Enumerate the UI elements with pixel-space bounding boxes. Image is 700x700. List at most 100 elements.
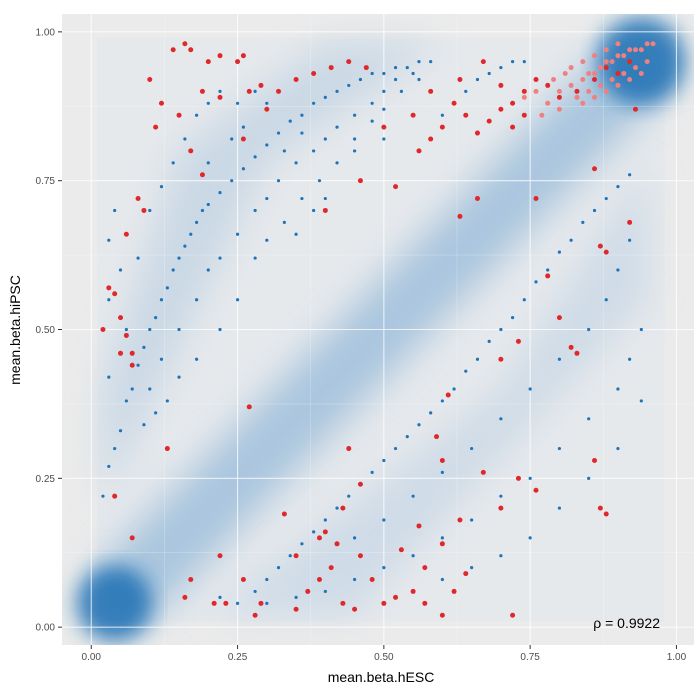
blue-point	[639, 399, 643, 403]
red-point	[422, 600, 428, 606]
blue-point	[300, 542, 304, 546]
blue-point	[587, 476, 591, 480]
blue-point	[312, 101, 316, 105]
data-points	[100, 41, 656, 618]
blue-point	[440, 577, 444, 582]
blue-point	[475, 77, 480, 82]
blue-point	[405, 65, 409, 70]
red-point	[533, 76, 539, 82]
blue-point	[218, 190, 222, 195]
red-point	[328, 565, 334, 571]
blue-point	[235, 232, 240, 236]
blue-point	[628, 238, 632, 242]
red-point	[258, 82, 264, 88]
blue-point	[230, 137, 234, 141]
blue-point	[616, 387, 620, 391]
blue-point	[411, 554, 415, 558]
blue-point	[177, 327, 181, 332]
blue-point	[382, 107, 386, 111]
red-point	[556, 94, 562, 100]
blue-point	[148, 387, 152, 391]
density-upper-band	[102, 43, 443, 509]
red-point	[515, 475, 521, 481]
red-point	[100, 327, 106, 332]
blue-point	[604, 298, 608, 302]
red-point	[498, 106, 504, 112]
blue-point	[440, 536, 444, 540]
pink-point	[556, 106, 562, 112]
blue-point	[323, 137, 327, 141]
blue-point	[124, 327, 128, 332]
blue-point	[464, 89, 468, 93]
blue-point	[183, 137, 187, 141]
blue-point	[352, 137, 357, 141]
red-point	[603, 249, 609, 255]
blue-point	[265, 196, 269, 201]
blue-point	[177, 256, 181, 260]
red-point	[311, 71, 317, 77]
pink-point	[556, 88, 562, 94]
pink-point	[627, 47, 633, 53]
pink-point	[562, 71, 568, 77]
blue-point	[159, 357, 164, 361]
blue-point	[165, 399, 169, 403]
red-point	[410, 112, 416, 118]
pink-point	[521, 94, 527, 100]
pink-point	[603, 47, 609, 53]
red-point	[106, 285, 112, 291]
blue-point	[628, 173, 632, 177]
blue-point	[534, 280, 538, 284]
red-point	[474, 196, 480, 202]
red-point	[135, 196, 141, 202]
red-point	[627, 219, 633, 225]
blue-point	[323, 518, 327, 522]
blue-point	[265, 577, 269, 582]
blue-point	[107, 238, 111, 242]
blue-point	[218, 89, 222, 93]
pink-point	[592, 53, 598, 59]
red-point	[141, 207, 147, 213]
red-point	[592, 166, 598, 172]
blue-point	[522, 60, 526, 64]
blue-point	[557, 250, 562, 254]
red-point	[369, 577, 375, 583]
blue-point	[194, 220, 199, 224]
pink-point	[644, 41, 650, 47]
red-point	[393, 184, 399, 190]
blue-point	[616, 268, 620, 272]
blue-point	[510, 315, 515, 320]
pink-point	[615, 82, 621, 88]
blue-point	[587, 327, 591, 332]
blue-point	[528, 387, 532, 391]
red-point	[363, 65, 369, 71]
red-point	[357, 481, 363, 487]
blue-point	[189, 232, 193, 236]
blue-point	[440, 113, 444, 117]
pink-point	[580, 76, 586, 82]
red-point	[533, 487, 539, 493]
blue-point	[265, 143, 269, 147]
red-point	[316, 535, 322, 541]
red-point	[123, 332, 129, 338]
red-point	[428, 88, 434, 94]
blue-point	[323, 196, 327, 201]
blue-point	[522, 298, 526, 302]
red-point	[293, 553, 299, 559]
pink-point	[644, 59, 650, 65]
blue-point	[142, 423, 146, 427]
red-point	[574, 350, 580, 356]
blue-point	[335, 161, 339, 165]
red-point	[188, 577, 194, 583]
blue-point	[440, 399, 444, 403]
blue-point	[136, 363, 140, 367]
red-point	[281, 511, 287, 517]
red-point	[451, 100, 457, 106]
red-point	[223, 600, 229, 606]
red-point	[322, 207, 328, 213]
red-point	[498, 82, 504, 88]
pink-point	[615, 41, 621, 47]
pink-point	[609, 76, 615, 82]
pink-point	[539, 112, 545, 118]
blue-point	[253, 589, 257, 594]
blue-point	[130, 387, 134, 391]
